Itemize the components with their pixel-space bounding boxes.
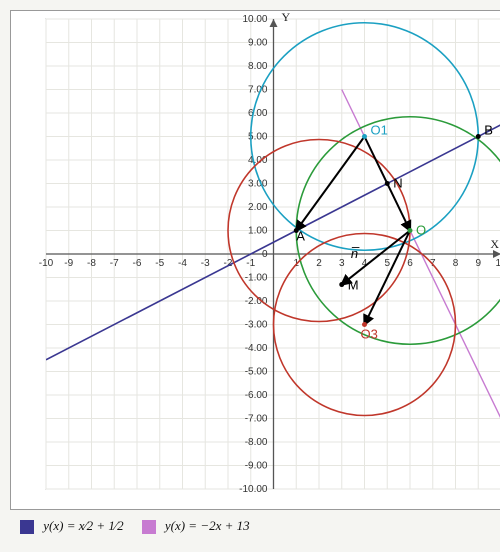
legend-text-1: y(x) = x⁄2 + 1⁄2 (43, 518, 123, 533)
svg-text:2: 2 (316, 258, 322, 269)
svg-text:O: O (416, 223, 426, 238)
legend-item-2: y(x) = −2x + 13 (142, 518, 250, 534)
svg-text:8: 8 (453, 258, 459, 269)
svg-text:-9.00: -9.00 (245, 461, 268, 472)
svg-text:5: 5 (384, 258, 390, 269)
legend-row: y(x) = x⁄2 + 1⁄2 y(x) = −2x + 13 (10, 510, 490, 542)
svg-text:-3: -3 (201, 258, 210, 269)
svg-text:6: 6 (407, 258, 413, 269)
svg-text:0: 0 (262, 249, 268, 260)
svg-text:-6: -6 (133, 258, 142, 269)
svg-text:-6.00: -6.00 (245, 390, 268, 401)
svg-text:-4.00: -4.00 (245, 343, 268, 354)
svg-text:-1.00: -1.00 (245, 273, 268, 284)
svg-text:3: 3 (339, 258, 345, 269)
svg-text:Y: Y (282, 11, 291, 24)
svg-text:10: 10 (495, 258, 500, 269)
coordinate-plane: -10-9-8-7-6-5-4-3-2-112345678910-10.00-9… (10, 10, 500, 510)
svg-text:9: 9 (475, 258, 481, 269)
svg-text:3.00: 3.00 (248, 179, 268, 190)
svg-text:-8: -8 (87, 258, 96, 269)
svg-text:-7.00: -7.00 (245, 414, 268, 425)
svg-text:O1: O1 (371, 123, 388, 138)
svg-text:-3.00: -3.00 (245, 320, 268, 331)
svg-text:-8.00: -8.00 (245, 437, 268, 448)
svg-text:-5.00: -5.00 (245, 367, 268, 378)
svg-text:10.00: 10.00 (242, 14, 267, 25)
svg-text:O3: O3 (361, 327, 378, 342)
svg-text:7.00: 7.00 (248, 85, 268, 96)
svg-text:-10.00: -10.00 (239, 484, 268, 495)
svg-text:8.00: 8.00 (248, 61, 268, 72)
svg-text:-4: -4 (178, 258, 187, 269)
swatch-1 (20, 520, 34, 534)
svg-text:-1: -1 (246, 258, 255, 269)
svg-text:A: A (296, 229, 305, 244)
svg-text:1.00: 1.00 (248, 226, 268, 237)
svg-text:9.00: 9.00 (248, 38, 268, 49)
svg-text:-5: -5 (155, 258, 164, 269)
legend-text-2: y(x) = −2x + 13 (165, 518, 250, 533)
svg-text:B: B (484, 123, 493, 138)
svg-text:N: N (393, 176, 402, 191)
svg-text:-2.00: -2.00 (245, 296, 268, 307)
svg-text:-10: -10 (39, 258, 54, 269)
legend-item-1: y(x) = x⁄2 + 1⁄2 (20, 518, 124, 534)
svg-text:2.00: 2.00 (248, 202, 268, 213)
swatch-2 (142, 520, 156, 534)
svg-text:-7: -7 (110, 258, 119, 269)
svg-text:6.00: 6.00 (248, 108, 268, 119)
svg-text:-9: -9 (64, 258, 73, 269)
svg-text:M: M (348, 278, 359, 293)
svg-text:X: X (490, 237, 499, 251)
